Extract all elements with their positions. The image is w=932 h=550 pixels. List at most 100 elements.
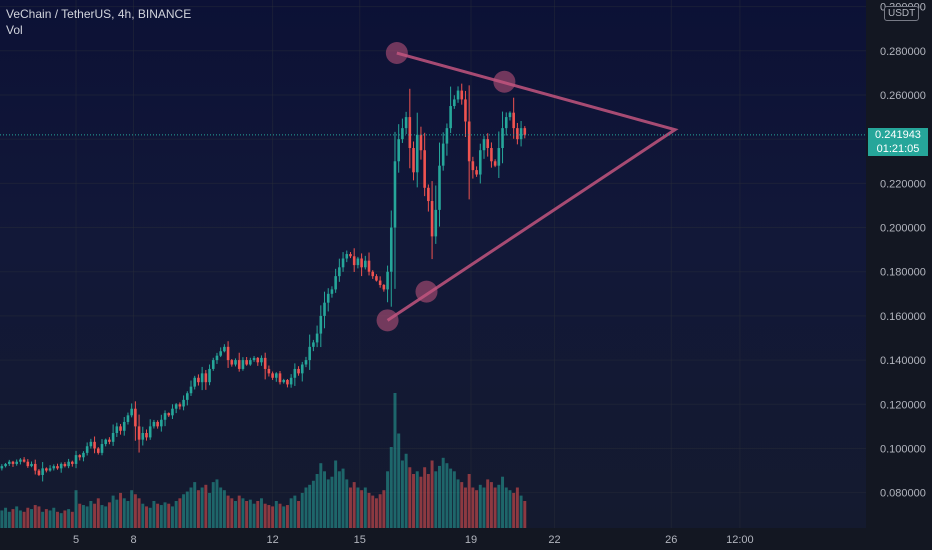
volume-bar: [478, 484, 482, 528]
volume-bar: [18, 510, 22, 528]
candle-body: [401, 128, 404, 140]
x-tick-label: 8: [130, 534, 136, 546]
candle-body: [241, 360, 245, 369]
volume-bar: [334, 460, 338, 528]
candle-body: [501, 128, 504, 149]
volume-bar: [67, 509, 71, 528]
y-tick-label: 0.140000: [880, 355, 926, 367]
volume-bar: [100, 505, 104, 528]
candle-body: [308, 346, 311, 361]
x-tick-label: 12:00: [726, 534, 754, 546]
volume-bar: [426, 474, 430, 528]
candle-body: [126, 415, 130, 422]
volume-bar: [452, 471, 456, 528]
candle-body: [160, 419, 163, 427]
candle-body: [178, 404, 182, 407]
volume-bar: [48, 510, 52, 528]
candle-body: [182, 399, 185, 407]
candle-body: [286, 379, 289, 385]
candle-body: [315, 333, 319, 343]
candle-body: [475, 170, 478, 175]
candle-body: [45, 468, 48, 471]
candle-body: [89, 441, 93, 447]
candle-body: [130, 408, 133, 416]
volume-legend[interactable]: Vol: [6, 23, 23, 37]
candle-body: [371, 271, 375, 277]
volume-bar: [304, 487, 308, 528]
candle-body: [74, 455, 78, 464]
volume-bar: [267, 505, 271, 528]
y-tick-label: 0.180000: [880, 267, 926, 279]
candle-body: [263, 357, 267, 369]
candle-body: [438, 165, 441, 210]
volume-bar: [152, 501, 156, 528]
candle-body: [234, 360, 237, 365]
candle-body: [197, 377, 200, 383]
candle-body: [386, 271, 389, 290]
volume-bar: [44, 509, 48, 528]
volume-bar: [504, 487, 508, 528]
volume-bar: [378, 494, 382, 528]
volume-bar: [222, 490, 226, 528]
candle-body: [215, 355, 219, 361]
volume-bar: [248, 499, 252, 528]
volume-bar: [93, 503, 97, 528]
candle-body: [427, 187, 430, 202]
volume-bar: [293, 495, 297, 528]
volume-bar: [122, 498, 126, 528]
candle-body: [378, 280, 382, 285]
candle-body: [33, 463, 37, 471]
candle-body: [48, 468, 52, 471]
candle-body: [516, 128, 519, 140]
candle-body: [200, 373, 204, 383]
volume-bar: [323, 471, 327, 528]
pattern-touch-point: [376, 309, 399, 332]
volume-bar: [508, 490, 512, 528]
candle-body: [282, 379, 286, 383]
price-axis-bg: [866, 0, 932, 550]
volume-bar: [119, 492, 123, 528]
volume-bar: [389, 447, 393, 528]
volume-bar: [226, 495, 230, 528]
y-tick-label: 0.200000: [880, 223, 926, 235]
volume-bar: [15, 506, 19, 528]
volume-bar: [386, 471, 390, 528]
candle-body: [508, 112, 512, 118]
volume-bar: [22, 511, 26, 528]
volume-bar: [167, 503, 171, 528]
volume-bar: [308, 484, 312, 528]
candle-body: [434, 209, 438, 237]
candle-body: [456, 90, 460, 100]
candle-body: [490, 148, 493, 162]
pattern-touch-point: [415, 280, 438, 303]
candle-body: [252, 357, 256, 361]
volume-bar: [412, 474, 416, 528]
volume-bar: [360, 490, 364, 528]
candle-body: [211, 360, 215, 369]
candle-body: [0, 466, 4, 469]
volume-bar: [74, 490, 78, 528]
candle-body: [122, 421, 126, 431]
volume-bar: [85, 506, 89, 528]
candle-body: [326, 293, 330, 303]
triangle-pattern[interactable]: [376, 42, 679, 332]
volume-bar: [326, 479, 330, 528]
volume-bar: [471, 487, 475, 528]
pattern-touch-point: [493, 70, 516, 93]
candle-body: [41, 468, 44, 475]
candle-body: [189, 386, 193, 394]
candle-body: [356, 258, 360, 266]
candle-body: [304, 360, 308, 365]
candle-body: [85, 446, 89, 453]
volume-bar: [404, 453, 408, 528]
volume-bar: [475, 490, 479, 528]
candle-body: [249, 360, 252, 365]
symbol-title[interactable]: VeChain / TetherUS, 4h, BINANCE: [6, 7, 192, 21]
candle-body: [464, 99, 467, 122]
currency-badge[interactable]: USDT: [884, 6, 920, 21]
volume-bar: [300, 492, 304, 528]
candle-body: [15, 461, 18, 464]
volume-bar: [441, 457, 445, 528]
